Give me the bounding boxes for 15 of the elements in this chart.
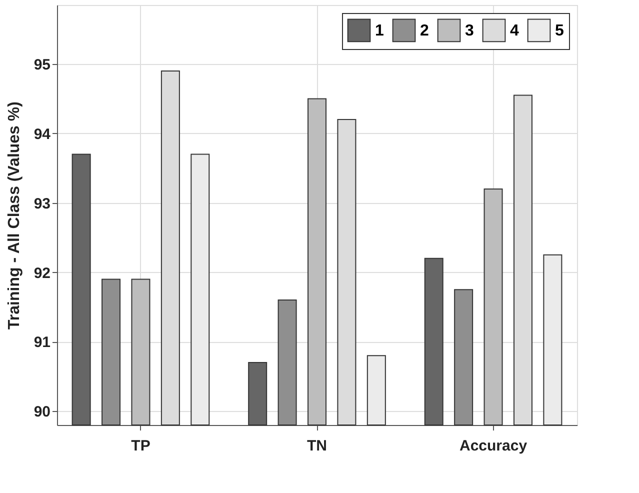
legend-label: 1: [375, 22, 384, 40]
y-tick-label: 93: [34, 195, 50, 212]
legend-label: 3: [465, 22, 474, 40]
legend-label: 2: [420, 22, 429, 40]
y-tick-label: 94: [34, 126, 52, 143]
x-tick-label: Accuracy: [460, 438, 528, 454]
y-axis-title: Training - All Class (Values %): [6, 102, 23, 330]
legend-label: 4: [510, 22, 519, 40]
y-tick-label: 90: [34, 404, 50, 421]
x-tick-label: TP: [131, 438, 150, 454]
y-tick-label: 95: [34, 56, 50, 74]
y-tick-label: 92: [34, 264, 50, 282]
x-tick-label: TN: [307, 438, 327, 454]
y-tick-label: 91: [34, 334, 50, 352]
legend-label: 5: [555, 22, 564, 40]
